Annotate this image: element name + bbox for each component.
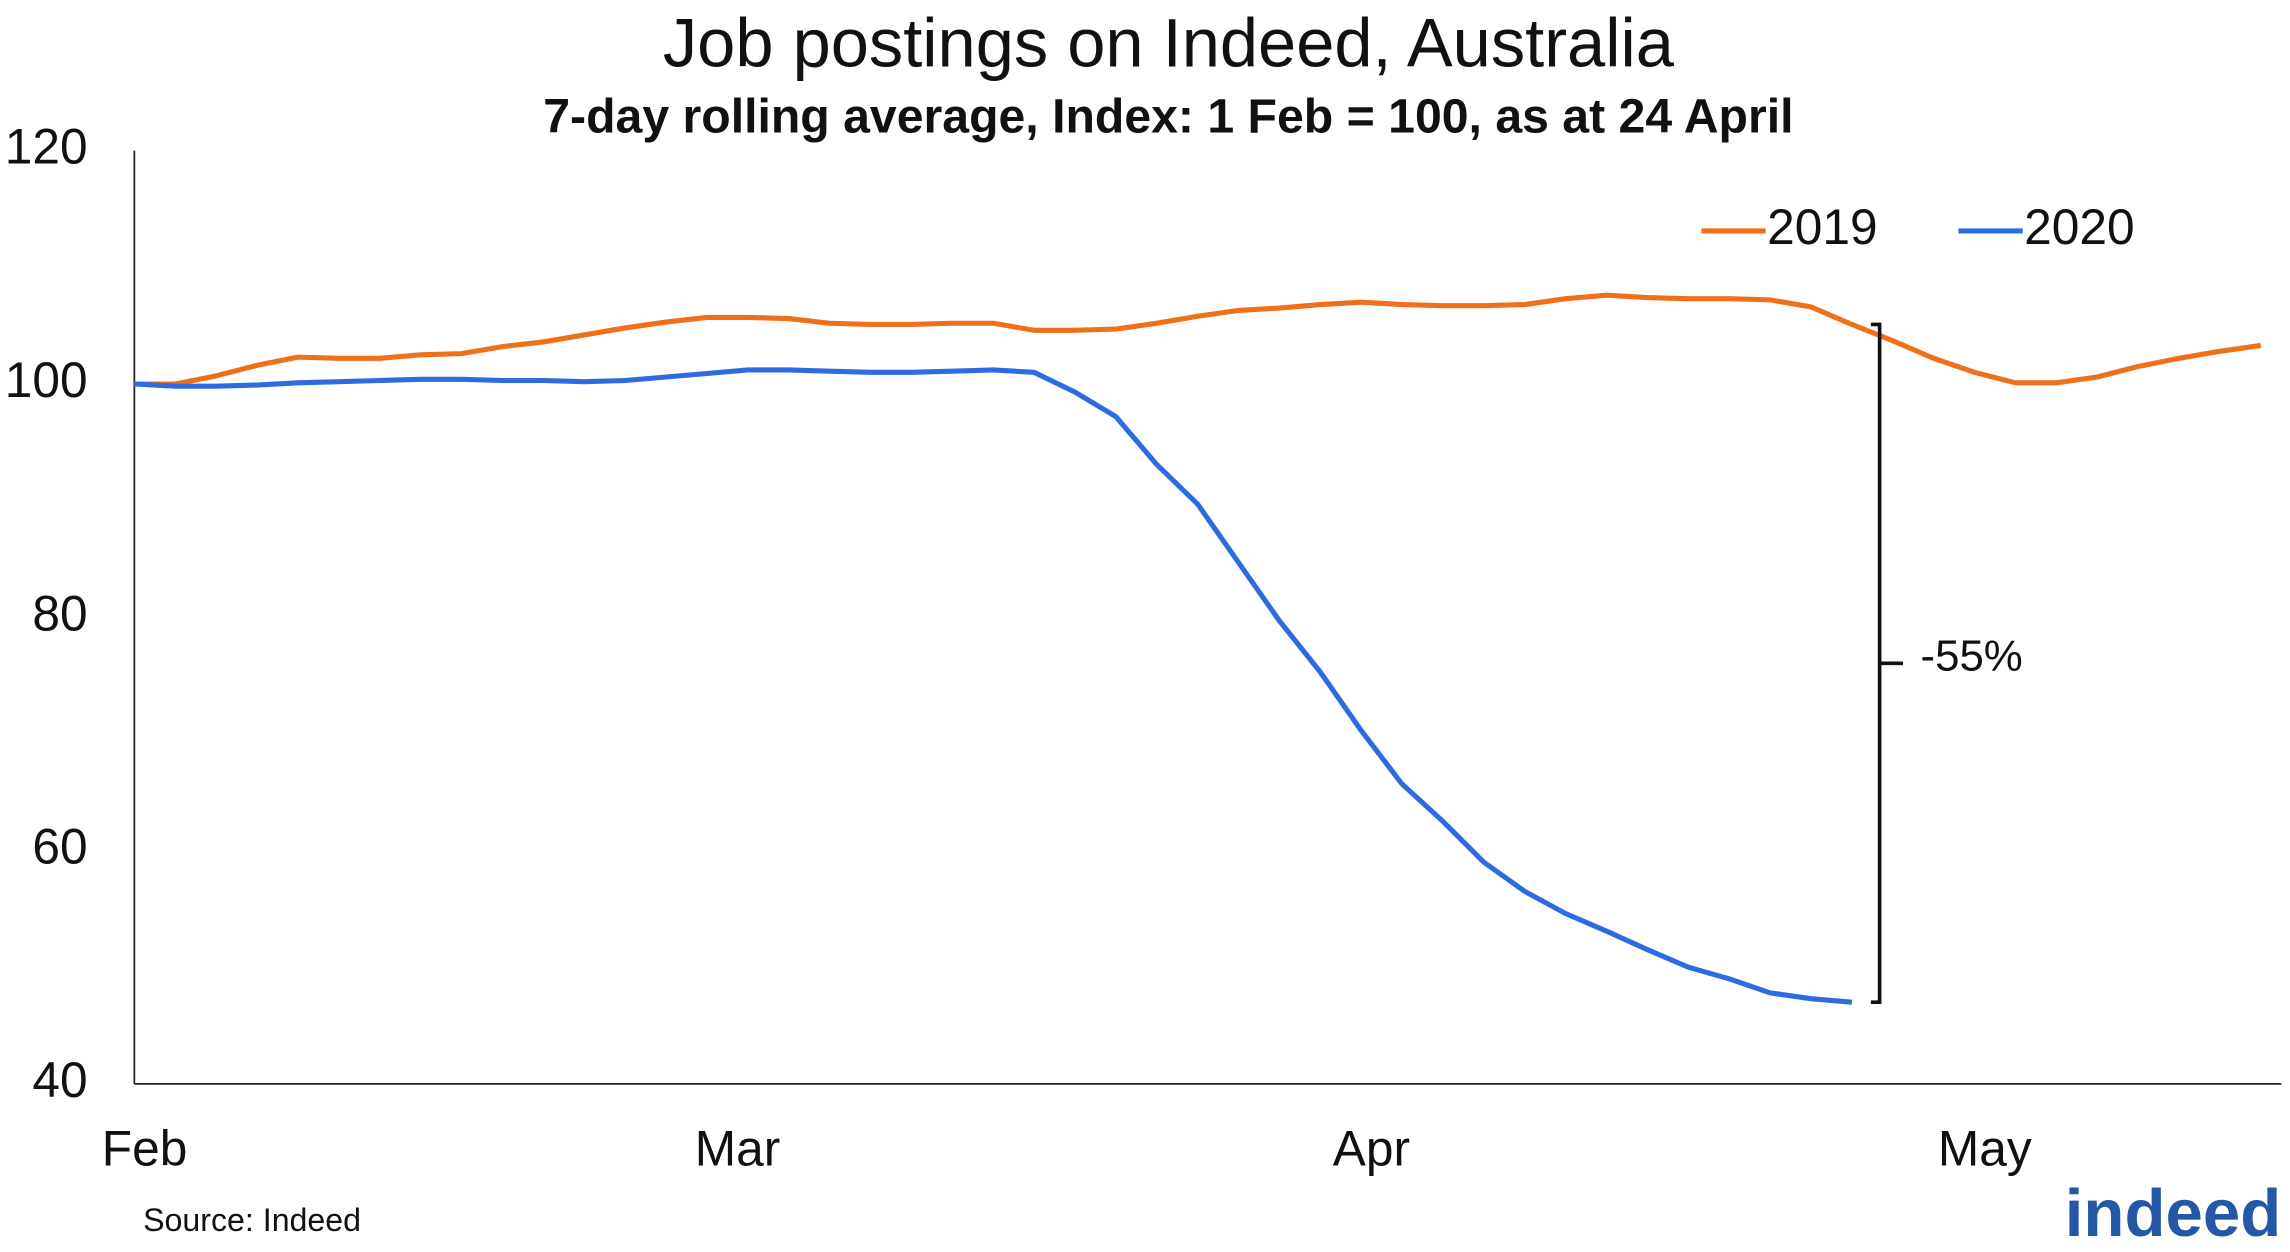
x-tick-label: Feb [102,1121,188,1177]
series-line [134,292,2262,387]
y-tick-label: 60 [32,819,87,875]
legend-label: 2020 [2024,199,2134,255]
y-tick-label: 80 [32,585,87,641]
y-tick-label: 40 [32,1052,87,1108]
x-tick-label: May [1938,1121,2032,1177]
logo: indeed [2065,1176,2281,1251]
x-tick-label: Apr [1333,1121,1410,1177]
annotation-label: -55% [1921,632,2023,681]
source-note: Source: Indeed [143,1202,361,1238]
series-line [134,367,1853,1005]
y-tick-label: 120 [5,119,88,175]
legend-label: 2019 [1767,199,1877,255]
chart-title: Job postings on Indeed, Australia [663,5,1675,82]
y-tick-label: 100 [5,352,88,408]
x-tick-label: Mar [695,1121,781,1177]
chart-subtitle: 7-day rolling average, Index: 1 Feb = 10… [543,90,1793,144]
